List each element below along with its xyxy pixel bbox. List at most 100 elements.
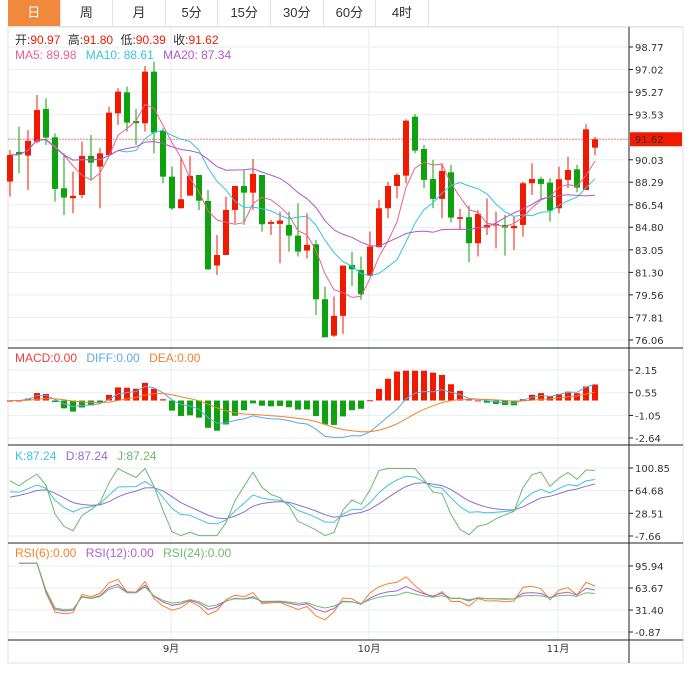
candle-body — [376, 208, 382, 248]
candle-body — [574, 169, 580, 188]
macd-bar — [403, 370, 409, 401]
macd-bar — [106, 394, 112, 401]
ma-legend: MA5: 89.98 MA10: 88.61 MA20: 87.34 — [15, 48, 231, 62]
kdj-tick-label: -7.66 — [635, 532, 661, 543]
candle-body — [421, 148, 427, 180]
macd-tick-label: 2.15 — [635, 366, 657, 377]
candle-body — [322, 299, 328, 338]
macd-bar — [466, 399, 472, 401]
rsi24-line — [19, 562, 596, 611]
macd-bar — [331, 400, 337, 425]
candle-body — [565, 169, 571, 180]
candle-body — [115, 91, 121, 114]
macd-tick-label: -2.64 — [635, 434, 661, 445]
price-tick-label: 98.77 — [635, 43, 664, 54]
candle-body — [124, 92, 130, 123]
candle-body — [313, 244, 319, 300]
macd-bar — [538, 393, 544, 401]
ma10-line — [9, 129, 596, 277]
candle-body — [394, 174, 400, 186]
candle-body — [196, 174, 202, 201]
candle-body — [205, 200, 211, 270]
candle-body — [556, 179, 562, 209]
macd-bar — [133, 388, 139, 401]
candle-body — [169, 176, 175, 209]
macd-bar — [439, 374, 445, 401]
macd-bar — [142, 382, 148, 401]
macd-bar — [286, 400, 292, 408]
candle-body — [511, 225, 517, 229]
tab-week[interactable]: 周 — [61, 0, 114, 26]
macd-bar — [565, 391, 571, 401]
macd-bar — [43, 393, 49, 401]
candle-body — [520, 183, 526, 225]
candle-body — [142, 71, 148, 124]
ma20-line — [9, 139, 596, 247]
candle-body — [349, 264, 355, 270]
macd-bar — [457, 390, 463, 401]
ma10-label: MA10: 88.61 — [86, 48, 154, 62]
candle-body — [16, 151, 22, 155]
price-tick-label: 95.27 — [635, 88, 664, 99]
candle-body — [304, 244, 310, 251]
current-price-label: 91.62 — [635, 135, 664, 146]
j-line — [9, 467, 596, 537]
x-axis-label: 9月 — [163, 643, 179, 655]
macd-bar — [574, 393, 580, 401]
macd-bar — [376, 388, 382, 401]
macd-bar — [367, 400, 373, 402]
candle-body — [106, 112, 112, 155]
candle-body — [259, 174, 265, 225]
macd-bar — [97, 400, 103, 403]
price-tick-label: 79.56 — [635, 291, 664, 302]
tab-30min[interactable]: 30分 — [271, 0, 324, 26]
candle-body — [223, 209, 229, 255]
axes: 9月 10月 11月 98.77 97.02 95.27 93.53 90.03 88.29 86… — [8, 27, 683, 663]
tab-4hour[interactable]: 4时 — [376, 0, 429, 26]
macd-bar — [214, 400, 220, 431]
price-tick-label: 88.29 — [635, 178, 664, 189]
macd-bar — [178, 400, 184, 416]
tab-day[interactable]: 日 — [8, 0, 61, 26]
tab-month[interactable]: 月 — [113, 0, 166, 26]
diff-line — [10, 383, 596, 438]
macd-bar — [160, 399, 166, 401]
macd-bar — [259, 400, 265, 406]
candle-body — [88, 155, 94, 163]
price-tick-label: 93.53 — [635, 111, 664, 122]
rsi-tick-label: -0.87 — [635, 628, 661, 639]
tab-15min[interactable]: 15分 — [218, 0, 271, 26]
macd-bar — [268, 400, 274, 407]
macd-bar — [295, 400, 301, 410]
current-price-badge — [630, 132, 682, 147]
candle-body — [403, 120, 409, 176]
tab-60min[interactable]: 60分 — [324, 0, 377, 26]
d-line — [9, 482, 596, 520]
price-tick-label: 83.05 — [635, 246, 664, 257]
tab-5min[interactable]: 5分 — [166, 0, 219, 26]
candle-body — [430, 178, 436, 199]
macd-bar — [124, 387, 130, 401]
chart-marks — [7, 61, 629, 621]
macd-bar — [583, 386, 589, 401]
macd-bar — [394, 371, 400, 401]
candle-body — [331, 315, 337, 336]
macd-bar — [79, 400, 85, 408]
candle-body — [70, 195, 76, 199]
candle-body — [448, 172, 454, 218]
kdj-legend: K:87.24 D:87.24 J:87.24 — [15, 449, 157, 463]
candle-body — [268, 221, 274, 224]
candle-body — [178, 199, 184, 209]
macd-bar — [358, 400, 364, 409]
ma5-label: MA5: 89.98 — [15, 48, 77, 62]
kdj-tick-label: 100.85 — [635, 464, 670, 475]
macd-bar — [493, 400, 499, 404]
price-tick-label: 81.30 — [635, 268, 664, 279]
macd-bar — [484, 400, 490, 403]
candle-body — [583, 129, 589, 190]
candle-body — [295, 235, 301, 252]
macd-bar — [430, 372, 436, 401]
candle-body — [160, 130, 166, 177]
x-axis-label: 10月 — [358, 643, 381, 655]
